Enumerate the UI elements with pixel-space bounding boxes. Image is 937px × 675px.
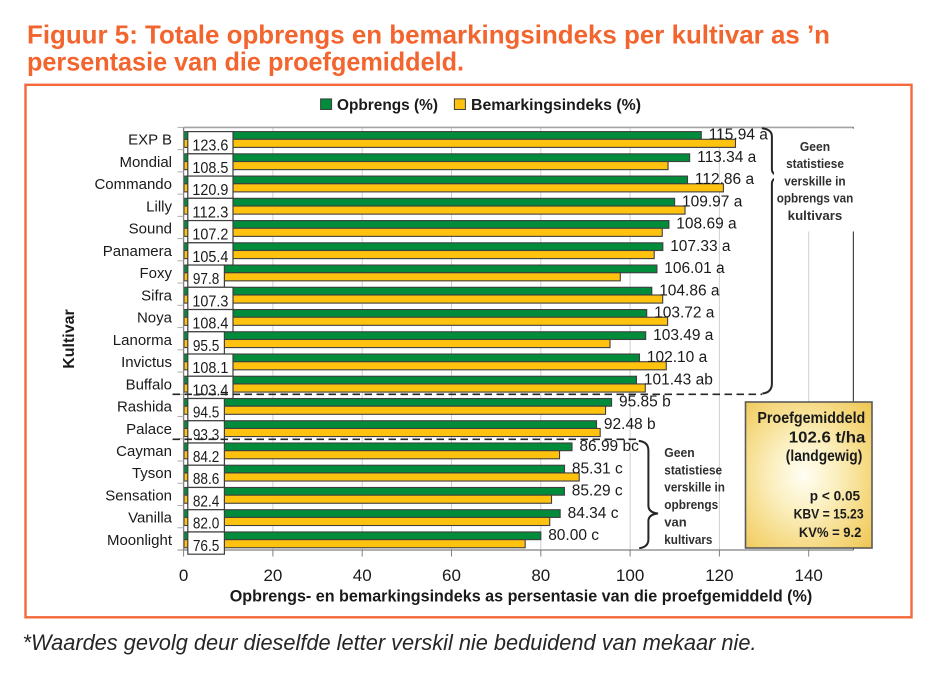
- svg-text:persentasie van die proefgemid: persentasie van die proefgemiddeld.: [27, 47, 464, 77]
- svg-text:Moonlight: Moonlight: [107, 532, 173, 549]
- svg-text:Lanorma: Lanorma: [113, 332, 173, 349]
- svg-text:84.2: 84.2: [193, 449, 220, 466]
- svg-text:Rashida: Rashida: [117, 399, 173, 416]
- svg-text:Proefgemiddeld: Proefgemiddeld: [757, 410, 865, 427]
- svg-text:97.8: 97.8: [193, 271, 220, 288]
- svg-text:Opbrengs- en bemarkingsindeks: Opbrengs- en bemarkingsindeks as persent…: [230, 587, 813, 605]
- svg-text:80.00 c: 80.00 c: [548, 527, 599, 544]
- svg-text:112.3: 112.3: [192, 204, 228, 221]
- svg-text:Foxy: Foxy: [139, 265, 172, 282]
- svg-text:statistiese: statistiese: [664, 462, 722, 477]
- svg-text:106.01 a: 106.01 a: [664, 260, 725, 277]
- svg-text:103.72 a: 103.72 a: [654, 305, 715, 322]
- svg-text:120: 120: [705, 566, 733, 585]
- svg-text:Buffalo: Buffalo: [126, 376, 172, 393]
- svg-text:*Waardes gevolg deur dieselfde: *Waardes gevolg deur dieselfde letter ve…: [23, 630, 757, 655]
- svg-text:76.5: 76.5: [193, 538, 220, 555]
- svg-text:105.4: 105.4: [192, 249, 228, 266]
- svg-text:Noya: Noya: [137, 310, 173, 327]
- svg-text:112.86 a: 112.86 a: [695, 171, 755, 188]
- svg-text:Cayman: Cayman: [116, 443, 172, 460]
- svg-text:verskille in: verskille in: [784, 173, 845, 188]
- svg-text:82.4: 82.4: [193, 493, 220, 510]
- svg-text:Geen: Geen: [800, 139, 830, 154]
- svg-text:92.48 b: 92.48 b: [604, 416, 656, 433]
- svg-text:104.86 a: 104.86 a: [659, 282, 720, 299]
- svg-text:opbrengs van: opbrengs van: [777, 191, 854, 206]
- svg-text:103.49 a: 103.49 a: [653, 327, 714, 344]
- svg-text:40: 40: [353, 566, 372, 585]
- svg-text:85.29 c: 85.29 c: [572, 483, 623, 500]
- svg-text:Vanilla: Vanilla: [128, 510, 173, 527]
- svg-text:86.99 bc: 86.99 bc: [579, 438, 639, 455]
- svg-text:statistiese: statistiese: [786, 156, 844, 171]
- svg-text:verskille in: verskille in: [664, 480, 725, 495]
- svg-text:Opbrengs (%): Opbrengs (%): [337, 97, 438, 114]
- svg-text:60: 60: [442, 566, 461, 585]
- svg-text:Invictus: Invictus: [121, 354, 172, 371]
- svg-text:Lilly: Lilly: [146, 198, 172, 215]
- svg-text:p < 0.05: p < 0.05: [810, 487, 860, 503]
- svg-text:(landgewig): (landgewig): [786, 448, 863, 465]
- svg-text:115.94 a: 115.94 a: [709, 127, 769, 144]
- svg-text:95.5: 95.5: [193, 338, 220, 355]
- svg-text:Palace: Palace: [126, 421, 172, 438]
- svg-text:123.6: 123.6: [192, 138, 228, 155]
- svg-text:107.2: 107.2: [192, 227, 228, 244]
- svg-text:kultivars: kultivars: [664, 532, 712, 547]
- svg-text:Sifra: Sifra: [141, 287, 173, 304]
- svg-text:120.9: 120.9: [192, 182, 228, 199]
- svg-text:KV% = 9.2: KV% = 9.2: [799, 524, 862, 540]
- svg-text:140: 140: [795, 566, 823, 585]
- svg-text:Sensation: Sensation: [105, 487, 172, 504]
- svg-text:85.31 c: 85.31 c: [572, 460, 623, 477]
- svg-text:103.4: 103.4: [192, 382, 228, 399]
- svg-text:93.3: 93.3: [193, 427, 220, 444]
- svg-text:108.1: 108.1: [192, 360, 228, 377]
- svg-text:0: 0: [179, 566, 188, 585]
- svg-text:101.43 ab: 101.43 ab: [644, 371, 713, 388]
- svg-text:109.97 a: 109.97 a: [682, 193, 743, 210]
- svg-text:kultivars: kultivars: [788, 208, 843, 223]
- svg-text:20: 20: [263, 566, 282, 585]
- svg-text:107.3: 107.3: [192, 293, 228, 310]
- svg-text:94.5: 94.5: [193, 405, 220, 422]
- svg-text:Figuur 5: Totale opbrengs en b: Figuur 5: Totale opbrengs en bemarkingsi…: [27, 20, 830, 50]
- svg-text:Sound: Sound: [129, 221, 172, 238]
- svg-text:107.33 a: 107.33 a: [670, 238, 731, 255]
- svg-text:Tyson: Tyson: [132, 465, 172, 482]
- svg-text:102.10 a: 102.10 a: [647, 349, 708, 366]
- svg-text:EXP B: EXP B: [128, 132, 172, 149]
- svg-text:100: 100: [616, 566, 644, 585]
- svg-text:82.0: 82.0: [193, 516, 220, 533]
- svg-text:opbrengs: opbrengs: [664, 497, 718, 512]
- svg-text:113.34 a: 113.34 a: [697, 149, 757, 166]
- svg-text:Commando: Commando: [94, 176, 172, 193]
- svg-text:Bemarkingsindeks (%): Bemarkingsindeks (%): [471, 97, 641, 114]
- svg-text:108.69 a: 108.69 a: [676, 216, 737, 233]
- svg-text:84.34 c: 84.34 c: [568, 505, 619, 522]
- svg-text:88.6: 88.6: [193, 471, 220, 488]
- svg-text:KBV = 15.23: KBV = 15.23: [794, 506, 864, 522]
- svg-text:Mondial: Mondial: [119, 154, 172, 171]
- svg-text:95.85 b: 95.85 b: [619, 394, 671, 411]
- svg-text:van: van: [664, 515, 686, 530]
- svg-text:Panamera: Panamera: [103, 243, 173, 260]
- svg-text:108.4: 108.4: [192, 316, 228, 333]
- svg-text:80: 80: [531, 566, 550, 585]
- svg-text:Geen: Geen: [664, 445, 694, 460]
- svg-text:Kultivar: Kultivar: [61, 309, 78, 369]
- svg-text:108.5: 108.5: [192, 160, 228, 177]
- svg-text:102.6 t/ha: 102.6 t/ha: [789, 430, 866, 447]
